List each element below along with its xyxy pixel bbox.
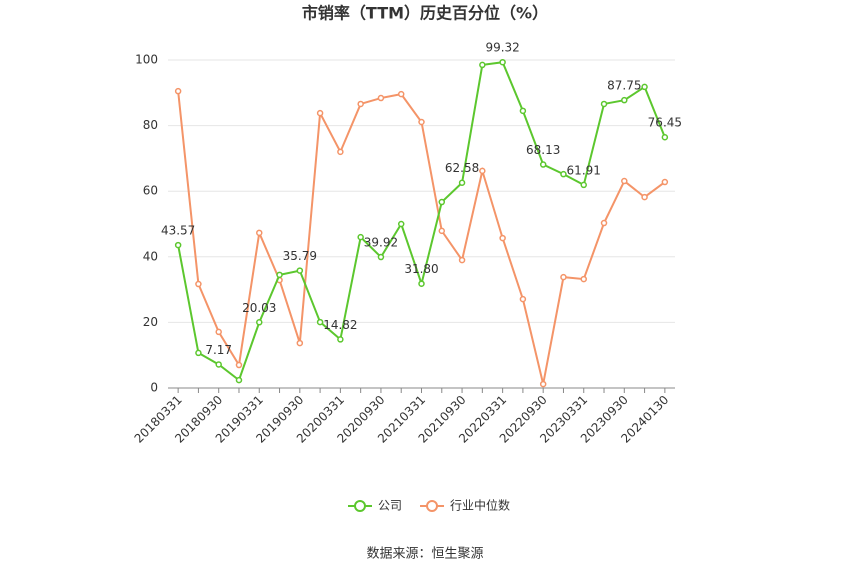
point [397, 220, 405, 228]
data-label: 62.58 [445, 161, 479, 175]
y-tick-label: 0 [150, 381, 158, 395]
point [580, 275, 587, 283]
point [418, 280, 425, 287]
point [519, 107, 527, 115]
point [621, 177, 628, 185]
point [357, 100, 364, 108]
point [337, 336, 344, 343]
data-label: 61.91 [567, 163, 601, 177]
point [560, 170, 567, 178]
legend-label: 行业中位数 [450, 498, 510, 513]
data-label: 87.75 [607, 79, 641, 93]
data-label: 35.79 [283, 249, 317, 263]
chart-title: 市销率（TTM）历史百分位（%） [302, 4, 548, 23]
point [600, 100, 608, 108]
series-line [177, 91, 666, 385]
point [296, 339, 304, 347]
point [337, 148, 344, 156]
data-label: 76.45 [648, 116, 682, 130]
y-tick-label: 40 [143, 249, 158, 263]
point [235, 376, 243, 384]
series-line [177, 61, 666, 382]
point [316, 109, 324, 117]
point [641, 193, 648, 201]
point [479, 61, 486, 69]
data-label: 7.17 [205, 343, 232, 357]
point [316, 318, 324, 326]
data-label: 99.32 [485, 41, 519, 55]
point [539, 161, 547, 168]
point [438, 227, 446, 235]
data-label: 20.03 [242, 301, 276, 315]
y-tick-label: 20 [143, 315, 158, 329]
point [600, 219, 608, 227]
legend-marker [354, 500, 366, 512]
legend-marker [426, 500, 439, 512]
point [296, 267, 304, 274]
data-label: 68.13 [526, 143, 560, 157]
data-label: 14.82 [323, 318, 357, 332]
point [621, 96, 628, 104]
point [661, 133, 669, 141]
point [256, 229, 263, 237]
point [215, 328, 222, 336]
point [418, 118, 425, 126]
point [195, 349, 202, 357]
point [174, 241, 182, 249]
point [458, 256, 466, 264]
point [458, 179, 466, 186]
point [519, 295, 527, 303]
point [357, 233, 364, 241]
point [377, 253, 385, 261]
source: 数据来源：恒生聚源 [366, 547, 483, 562]
point [479, 167, 486, 175]
y-tick-label: 80 [143, 118, 158, 132]
point [397, 90, 405, 98]
y-tick-label: 100 [135, 53, 158, 67]
point [235, 361, 243, 369]
y-tick-label: 60 [143, 184, 158, 198]
point [560, 273, 567, 281]
point [215, 361, 222, 368]
point [174, 87, 182, 95]
point [438, 198, 446, 206]
point [661, 178, 669, 186]
point [276, 271, 283, 279]
legend-label: 公司 [378, 499, 402, 513]
point [195, 280, 202, 288]
data-label: 31.80 [404, 262, 438, 276]
data-label: 43.57 [161, 224, 195, 238]
point [499, 234, 506, 242]
point [580, 181, 587, 189]
point [641, 83, 648, 91]
point [539, 380, 547, 388]
point [256, 319, 263, 326]
data-label: 39.92 [364, 236, 398, 250]
point [377, 94, 385, 102]
point [499, 58, 506, 66]
